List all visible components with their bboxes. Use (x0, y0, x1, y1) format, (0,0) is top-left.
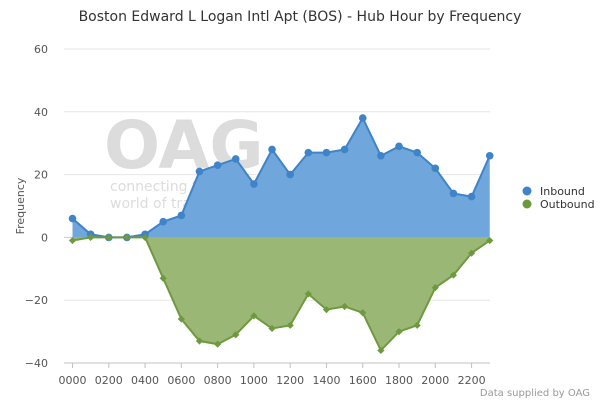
x-tick-label-1600: 1600 (349, 374, 377, 387)
outbound-point-1900 (413, 321, 421, 329)
x-tick-label-0400: 0400 (131, 374, 159, 387)
y-tick-label--40: −40 (25, 357, 48, 370)
outbound-point-1100 (268, 324, 276, 333)
outbound-point-1600 (359, 309, 367, 317)
x-tick-label-1400: 1400 (312, 374, 340, 387)
outbound-point-0100 (87, 233, 95, 241)
inbound-point-1300 (304, 148, 313, 157)
outbound-point-1300 (304, 290, 312, 298)
y-tick-label-0: 0 (41, 231, 48, 244)
outbound-point-1700 (377, 346, 385, 355)
inbound-point-0700 (195, 167, 204, 176)
inbound-point-1200 (286, 170, 294, 179)
inbound-point-1600 (358, 114, 367, 122)
outbound-point-0200 (105, 233, 113, 241)
inbound-point-2100 (449, 189, 458, 198)
legend-marker-outbound (522, 199, 532, 209)
inbound-point-0600 (177, 211, 186, 220)
y-axis-label: Frequency (14, 177, 27, 234)
outbound-point-2100 (449, 271, 458, 279)
inbound-point-0000 (68, 214, 77, 223)
outbound-point-1500 (341, 302, 349, 311)
outbound-point-0400 (141, 233, 149, 241)
outbound-point-0600 (177, 315, 185, 323)
x-tick-label-1200: 1200 (276, 374, 304, 387)
inbound-point-0800 (213, 161, 222, 169)
outbound-point-1400 (322, 306, 331, 314)
inbound-area (72, 118, 490, 238)
outbound-point-0900 (232, 331, 240, 339)
series-areas (72, 118, 490, 351)
inbound-point-2000 (431, 164, 440, 173)
outbound-point-0700 (195, 337, 204, 345)
x-tick-label-0800: 0800 (204, 374, 232, 387)
x-tick-label-2000: 2000 (421, 374, 449, 387)
outbound-point-2000 (431, 284, 439, 292)
y-tick-label-20: 20 (34, 169, 48, 182)
inbound-point-1900 (413, 148, 421, 157)
watermark-line-1: connecting the (110, 179, 215, 195)
outbound-point-0000 (68, 236, 77, 245)
y-tick-label--20: −20 (25, 294, 48, 307)
outbound-area (72, 237, 490, 351)
outbound-point-1200 (286, 321, 294, 329)
x-tick-label-2200: 2200 (458, 374, 486, 387)
inbound-point-1000 (250, 180, 258, 188)
inbound-point-1700 (377, 151, 385, 160)
outbound-point-1800 (395, 328, 403, 336)
outbound-point-0300 (123, 233, 131, 241)
outbound-point-0500 (159, 274, 167, 282)
inbound-point-1800 (395, 142, 403, 151)
inbound-point-1100 (268, 145, 276, 154)
series-points (68, 114, 494, 355)
legend-label-outbound: Outbound (540, 198, 595, 211)
legend-marker-inbound (522, 186, 532, 196)
x-tick-label-1800: 1800 (385, 374, 413, 387)
x-tick-label-1000: 1000 (240, 374, 268, 387)
outbound-point-1000 (250, 312, 258, 320)
y-tick-label-60: 60 (34, 43, 48, 56)
credit-text: Data supplied by OAG (480, 388, 590, 399)
inbound-point-0500 (159, 217, 167, 226)
inbound-point-2300 (485, 151, 494, 160)
y-tick-label-40: 40 (34, 106, 48, 119)
inbound-point-1400 (322, 148, 331, 157)
x-axis: 0000 0200 0400 0600 0800 1000 1200 1400 1600 1800… (59, 362, 490, 387)
outbound-point-2300 (486, 236, 494, 245)
chart-title: Boston Edward L Logan Intl Apt (BOS) - H… (79, 9, 522, 25)
inbound-point-0900 (231, 155, 240, 163)
y-axis-ticks: −40 −20 0 20 40 60 (25, 43, 48, 370)
outbound-point-0800 (214, 340, 222, 348)
inbound-point-2200 (467, 192, 476, 201)
outbound-point-2200 (467, 249, 476, 257)
inbound-point-1500 (340, 145, 349, 154)
x-tick-label-0000: 0000 (59, 374, 87, 387)
legend-label-inbound: Inbound (540, 185, 585, 198)
x-tick-label-0200: 0200 (95, 374, 123, 387)
x-tick-label-0600: 0600 (167, 374, 195, 387)
